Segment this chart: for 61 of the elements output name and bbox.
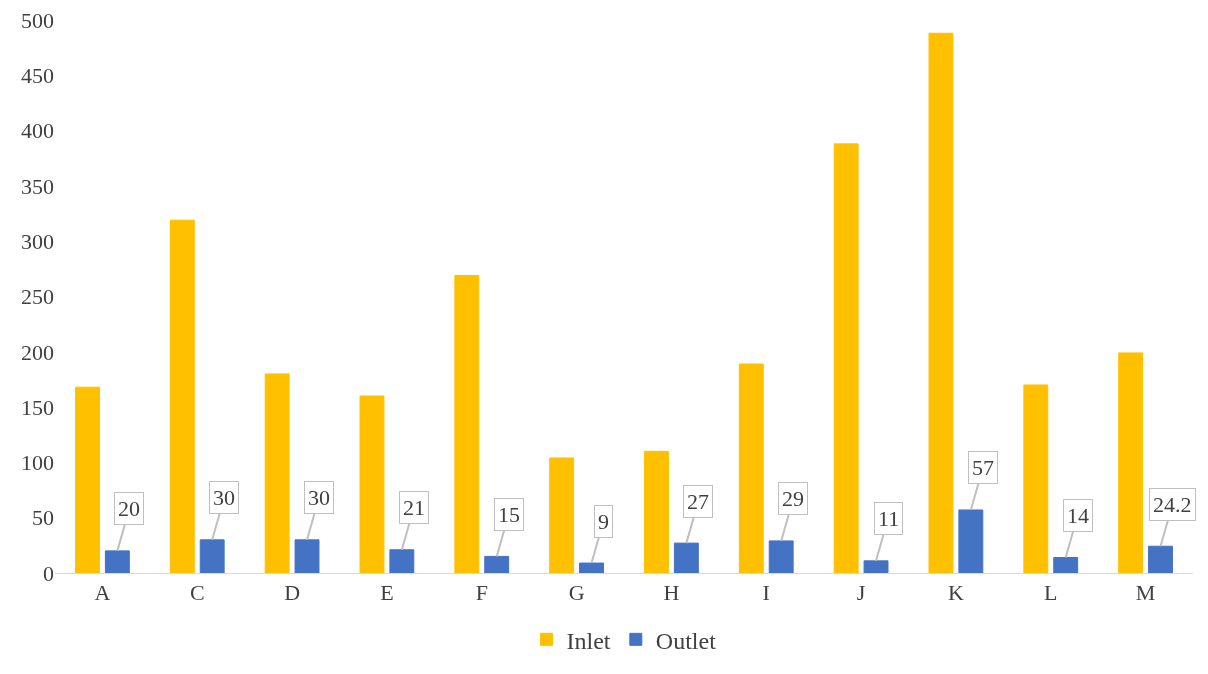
bar xyxy=(75,386,100,573)
bar xyxy=(1053,557,1079,573)
y-tick-label: 300 xyxy=(21,228,54,254)
y-tick-label: 500 xyxy=(21,7,54,33)
bar xyxy=(169,219,195,573)
y-tick-label: 400 xyxy=(21,118,54,144)
y-tick-label: 100 xyxy=(21,450,54,476)
bar xyxy=(264,373,290,573)
x-tick-label: I xyxy=(762,580,770,606)
bar xyxy=(863,560,889,573)
x-tick-label: K xyxy=(947,580,964,606)
data-label: 57 xyxy=(972,455,994,480)
y-tick-label: 0 xyxy=(43,560,54,586)
bar xyxy=(833,143,859,573)
y-tick-label: 150 xyxy=(21,394,54,420)
data-label: 27 xyxy=(687,489,709,514)
data-label: 24.2 xyxy=(1153,492,1192,517)
bar xyxy=(579,562,604,573)
bar xyxy=(549,457,575,573)
bar xyxy=(294,539,320,573)
bar xyxy=(673,542,699,573)
data-label: 11 xyxy=(878,506,900,531)
x-tick-label: A xyxy=(94,580,111,606)
data-label: 15 xyxy=(498,502,520,527)
legend-label: Outlet xyxy=(655,627,717,654)
bar xyxy=(928,32,954,573)
bar xyxy=(359,395,385,573)
x-tick-label: C xyxy=(189,580,205,606)
bar xyxy=(1023,384,1049,573)
x-tick-label: F xyxy=(475,580,488,606)
data-label: 20 xyxy=(118,496,140,521)
bar xyxy=(738,363,764,573)
bar xyxy=(104,550,130,573)
y-tick-label: 350 xyxy=(21,173,54,199)
bar xyxy=(1148,545,1173,573)
y-tick-label: 250 xyxy=(21,284,54,310)
x-tick-label: L xyxy=(1044,580,1058,606)
data-label: 9 xyxy=(598,509,609,534)
x-tick-label: D xyxy=(284,580,301,606)
y-tick-label: 200 xyxy=(21,339,54,365)
bar xyxy=(484,555,510,573)
data-label: 30 xyxy=(308,485,330,510)
bar xyxy=(199,539,225,573)
legend-label: Inlet xyxy=(566,627,611,654)
bar xyxy=(768,540,794,573)
bar xyxy=(958,509,984,573)
bar xyxy=(454,274,480,573)
x-tick-label: M xyxy=(1135,580,1156,606)
bar xyxy=(1118,352,1144,573)
data-label: 30 xyxy=(213,485,235,510)
data-label: 14 xyxy=(1067,503,1089,528)
x-tick-label: H xyxy=(663,580,680,606)
x-tick-label: E xyxy=(380,580,394,606)
bar xyxy=(389,549,415,573)
x-tick-label: J xyxy=(856,580,866,606)
y-tick-label: 50 xyxy=(32,505,54,531)
bar xyxy=(644,450,669,573)
y-tick-label: 450 xyxy=(21,63,54,88)
x-tick-label: G xyxy=(568,580,585,606)
data-label: 21 xyxy=(403,495,425,520)
data-label: 29 xyxy=(782,486,804,511)
